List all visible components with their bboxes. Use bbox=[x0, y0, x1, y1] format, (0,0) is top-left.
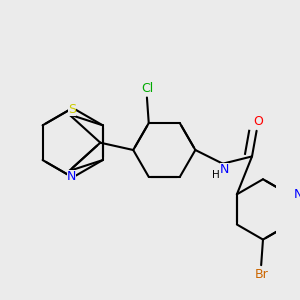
Text: Br: Br bbox=[254, 268, 268, 281]
Text: H: H bbox=[212, 170, 219, 180]
Text: N: N bbox=[294, 188, 300, 201]
Text: S: S bbox=[68, 103, 76, 116]
Text: Cl: Cl bbox=[141, 82, 153, 95]
Text: O: O bbox=[254, 115, 263, 128]
Text: N: N bbox=[220, 163, 229, 176]
Text: N: N bbox=[67, 170, 76, 183]
